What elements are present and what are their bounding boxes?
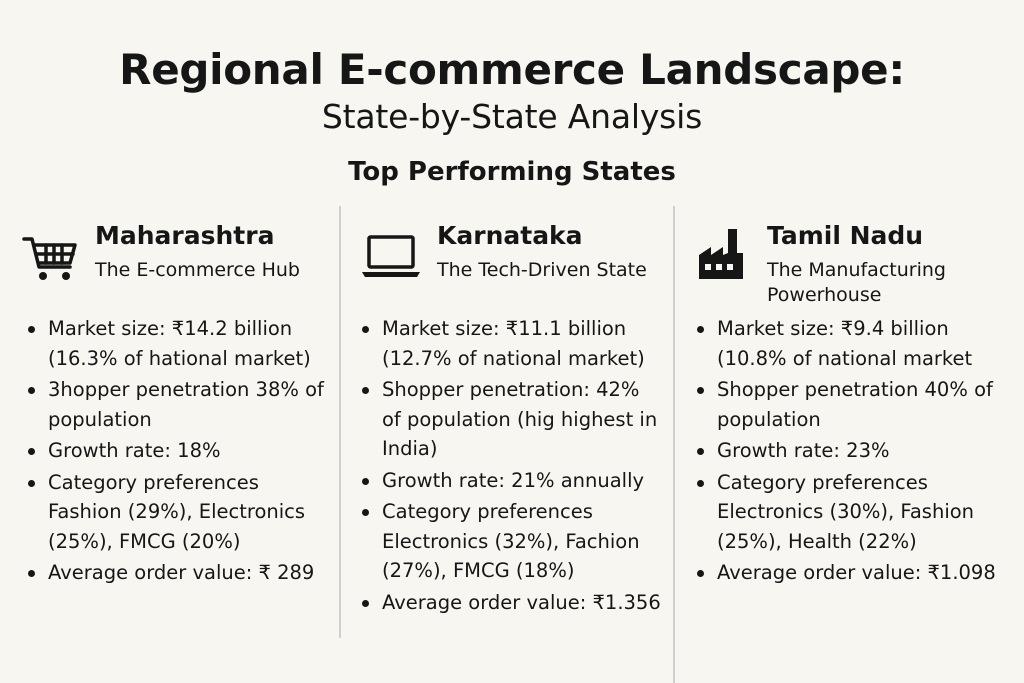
state-name: Maharashtra: [95, 221, 275, 250]
section-heading: Top Performing States: [348, 157, 676, 187]
fact-item: 3hopper penetration 38% of population: [24, 375, 329, 434]
fact-item: Growth rate: 21% annually: [358, 466, 663, 496]
fact-item: Category preferences Electronics (32%), …: [358, 497, 663, 586]
state-tagline: The E-commerce Hub: [95, 259, 300, 281]
fact-item: Average order value: ₹ 289: [24, 558, 329, 588]
state-name: Tamil Nadu: [767, 221, 924, 250]
fact-item: Average order value: ₹1.098: [693, 558, 1003, 588]
fact-item: Shopper penetration 40% of population: [693, 375, 1003, 434]
state-name: Karnataka: [437, 221, 583, 250]
facts-list: Market size: ₹14.2 billion (16.3% of hat…: [24, 314, 329, 590]
shopping-cart-icon: [22, 237, 77, 280]
column-divider: [673, 206, 675, 683]
fact-item: Market size: ₹9.4 billion (10.8% of nati…: [693, 314, 1003, 373]
laptop-icon: [362, 235, 420, 277]
fact-item: Category preferences Fashion (29%), Elec…: [24, 468, 329, 557]
fact-item: Category preferences Electronics (30%), …: [693, 468, 1003, 557]
state-tagline: The Manufacturing Powerhouse: [767, 259, 946, 306]
page-subtitle: State-by-State Analysis: [321, 97, 703, 136]
facts-list: Market size: ₹9.4 billion (10.8% of nati…: [693, 314, 1003, 590]
fact-item: Market size: ₹11.1 billion (12.7% of nat…: [358, 314, 663, 373]
facts-list: Market size: ₹11.1 billion (12.7% of nat…: [358, 314, 663, 619]
fact-item: Growth rate: 18%: [24, 436, 329, 466]
fact-item: Average order value: ₹1.356: [358, 588, 663, 618]
fact-item: Growth rate: 23%: [693, 436, 1003, 466]
factory-icon: [699, 229, 743, 279]
page-title: Regional E-commerce Landscape:: [119, 45, 905, 94]
state-tagline: The Tech-Driven State: [437, 259, 647, 281]
column-divider: [339, 206, 341, 638]
fact-item: Shopper penetration: 42% of population (…: [358, 375, 663, 464]
fact-item: Market size: ₹14.2 billion (16.3% of hat…: [24, 314, 329, 373]
